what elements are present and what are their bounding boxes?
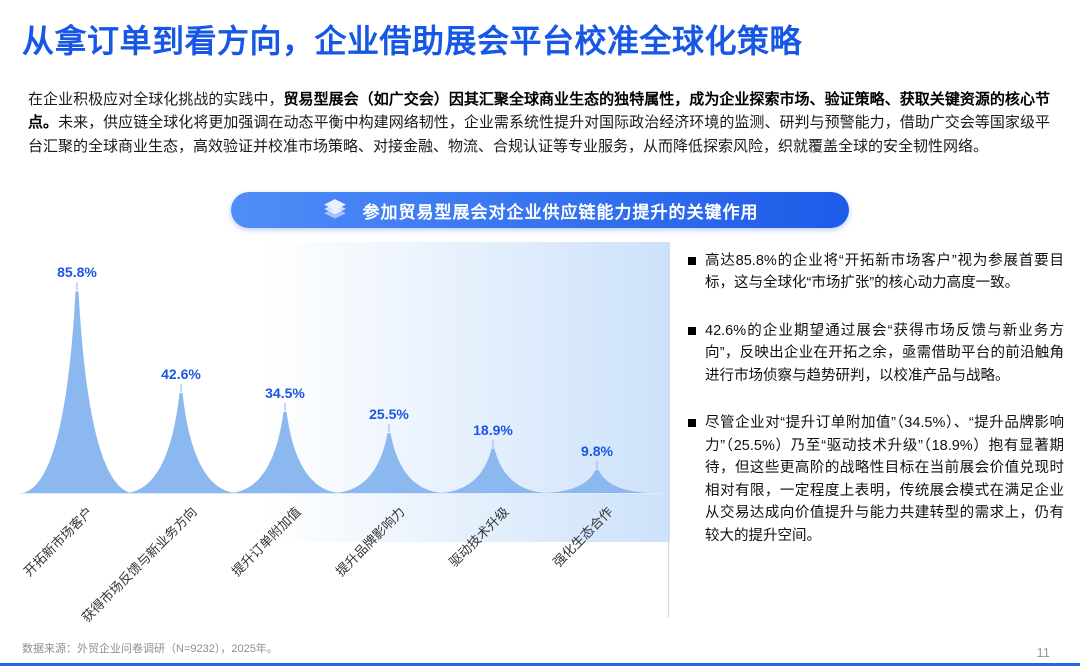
bottom-accent-bar bbox=[0, 663, 1080, 666]
intro-bold: 贸易型展会（如广交会）因其汇聚全球商业生态的独特属性，成为企业探索市场、验证策略… bbox=[28, 91, 1050, 132]
banner: 参加贸易型展会对企业供应链能力提升的关键作用 bbox=[231, 192, 849, 228]
page-title: 从拿订单到看方向，企业借助展会平台校准全球化策略 bbox=[22, 23, 803, 59]
chart-peaks bbox=[23, 282, 651, 493]
vertical-divider bbox=[668, 252, 669, 618]
bullet-item: 尽管企业对“提升订单附加值”（34.5%）、“提升品牌影响力”（25.5%）乃至… bbox=[688, 412, 1064, 547]
bullet-list: 高达85.8%的企业将“开拓新市场客户”视为参展首要目标，这与全球化“市场扩张”… bbox=[688, 250, 1064, 572]
bullet-square-icon bbox=[688, 326, 696, 335]
bullet-square-icon bbox=[688, 257, 696, 265]
layers-icon bbox=[322, 197, 348, 223]
value-label: 42.6% bbox=[161, 365, 201, 382]
spike-chart: 85.8% 42.6% 34.5% 25.5% 18.9% 9.8% 开拓新市场客户 获得市… bbox=[15, 242, 670, 640]
value-label: 18.9% bbox=[473, 421, 513, 438]
value-label: 34.5% bbox=[265, 384, 305, 401]
chart-baseline bbox=[19, 493, 663, 494]
bullet-square-icon bbox=[688, 419, 696, 428]
banner-label: 参加贸易型展会对企业供应链能力提升的关键作用 bbox=[362, 202, 759, 222]
intro-rest: 未来，供应链全球化将更加强调在动态平衡中构建网络韧性，企业需系统性提升对国际政治… bbox=[28, 114, 1050, 155]
bullet-text: 高达85.8%的企业将“开拓新市场客户”视为参展首要目标，这与全球化“市场扩张”… bbox=[705, 253, 1064, 292]
value-label: 85.8% bbox=[57, 264, 97, 281]
bullet-text: 42.6%的企业期望通过展会“获得市场反馈与新业务方向”，反映出企业在开拓之余，… bbox=[705, 322, 1064, 384]
value-label: 25.5% bbox=[369, 406, 409, 423]
source-note: 数据来源：外贸企业问卷调研（N=9232），2025年。 bbox=[22, 643, 278, 655]
page-number: 11 bbox=[1036, 645, 1051, 660]
value-label: 9.8% bbox=[581, 442, 613, 459]
intro-lead: 在企业积极应对全球化挑战的实践中， bbox=[28, 91, 284, 108]
bullet-item: 高达85.8%的企业将“开拓新市场客户”视为参展首要目标，这与全球化“市场扩张”… bbox=[688, 250, 1064, 295]
category-label: 获得市场反馈与新业务方向 bbox=[78, 504, 200, 626]
bullet-item: 42.6%的企业期望通过展会“获得市场反馈与新业务方向”，反映出企业在开拓之余，… bbox=[688, 320, 1064, 387]
bullet-text: 尽管企业对“提升订单附加值”（34.5%）、“提升品牌影响力”（25.5%）乃至… bbox=[705, 415, 1064, 544]
category-label: 开拓新市场客户 bbox=[20, 504, 96, 580]
intro-paragraph: 在企业积极应对全球化挑战的实践中，贸易型展会（如广交会）因其汇聚全球商业生态的独… bbox=[28, 88, 1050, 158]
